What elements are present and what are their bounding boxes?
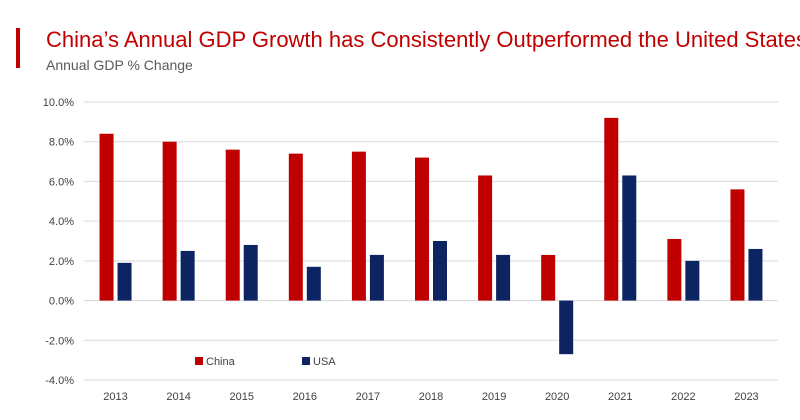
x-axis-ticks: 2013 2014 2015 2016 2017 2018 2019 2020 2021 2022… xyxy=(103,391,758,403)
chart-subtitle: Annual GDP % Change xyxy=(46,57,193,73)
x-tick-label: 2015 xyxy=(229,391,253,403)
bar-usa-2021 xyxy=(622,175,637,301)
y-tick-label: -2.0% xyxy=(45,335,74,347)
bar-china-2014 xyxy=(162,141,177,301)
bar-china-2015 xyxy=(225,149,240,301)
bar-usa-2013 xyxy=(117,262,132,301)
bar-china-2020 xyxy=(541,254,556,301)
chart-title: China’s Annual GDP Growth has Consistent… xyxy=(46,27,800,52)
bar-china-2022 xyxy=(667,239,682,301)
bar-china-2021 xyxy=(604,117,619,301)
legend-label-usa: USA xyxy=(313,356,336,368)
y-tick-label: 0.0% xyxy=(49,296,74,308)
bar-usa-2020 xyxy=(559,300,574,355)
bar-usa-2015 xyxy=(243,244,258,301)
bar-china-2023 xyxy=(730,189,745,301)
legend-swatch-china xyxy=(195,357,203,365)
y-axis-ticks: -4.0% -2.0% 0.0% 2.0% 4.0% 6.0% 8.0% 10.0% xyxy=(43,97,74,387)
bar-usa-2014 xyxy=(180,250,195,301)
x-tick-label: 2014 xyxy=(166,391,190,403)
x-tick-label: 2020 xyxy=(545,391,569,403)
y-tick-label: 4.0% xyxy=(49,216,74,228)
y-tick-label: 6.0% xyxy=(49,176,74,188)
bar-usa-2018 xyxy=(433,241,447,301)
x-tick-label: 2017 xyxy=(356,391,380,403)
x-tick-label: 2018 xyxy=(419,391,443,403)
y-tick-label: -4.0% xyxy=(45,375,74,387)
bar-usa-2019 xyxy=(496,254,511,301)
bar-china-2018 xyxy=(415,157,429,301)
bar-usa-2022 xyxy=(685,260,700,301)
x-tick-label: 2023 xyxy=(734,391,758,403)
y-tick-label: 2.0% xyxy=(49,256,74,268)
title-accent-bar xyxy=(16,28,20,68)
bar-china-2016 xyxy=(288,153,303,301)
y-tick-label: 8.0% xyxy=(49,137,74,149)
gridlines xyxy=(84,101,778,381)
bar-china-2017 xyxy=(351,151,366,301)
x-tick-label: 2019 xyxy=(482,391,506,403)
legend-swatch-usa xyxy=(302,357,310,365)
y-tick-label: 10.0% xyxy=(43,97,74,109)
x-tick-label: 2013 xyxy=(103,391,127,403)
x-tick-label: 2022 xyxy=(671,391,695,403)
bars xyxy=(99,117,763,355)
x-tick-label: 2021 xyxy=(608,391,632,403)
bar-usa-2023 xyxy=(748,248,763,301)
bar-usa-2017 xyxy=(369,254,384,301)
bar-china-2013 xyxy=(99,133,114,301)
bar-usa-2016 xyxy=(306,266,321,301)
bar-china-2019 xyxy=(478,175,493,301)
legend: China USA xyxy=(195,356,336,368)
legend-label-china: China xyxy=(206,356,236,368)
x-tick-label: 2016 xyxy=(293,391,317,403)
